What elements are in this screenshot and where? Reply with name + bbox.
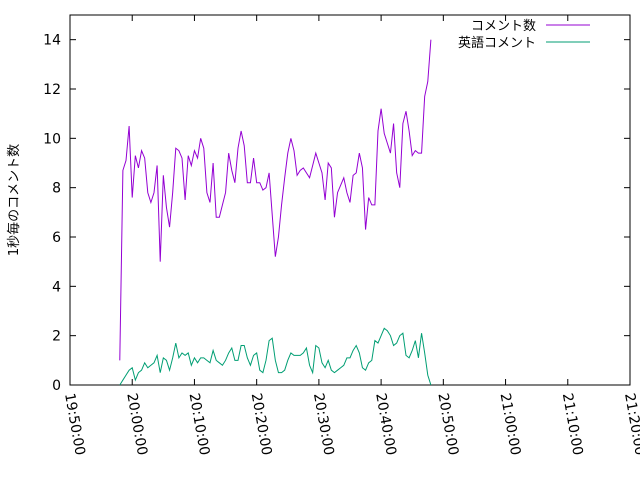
y-tick-label: 10 (43, 131, 61, 147)
x-tick-label: 21:00:00 (497, 392, 524, 457)
y-axis-ticks: 0 2 4 6 8 10 12 14 (43, 33, 630, 394)
x-tick-label: 21:20:00 (621, 392, 640, 457)
x-tick-label: 20:10:00 (186, 392, 213, 457)
series-line-1 (119, 39, 432, 361)
x-tick-label: 20:40:00 (372, 392, 399, 457)
legend-label-1: コメント数 (471, 19, 536, 34)
x-tick-label: 20:00:00 (123, 392, 150, 457)
x-tick-label: 20:20:00 (248, 392, 275, 457)
x-tick-label: 20:50:00 (434, 392, 461, 457)
y-tick-label: 12 (43, 82, 61, 98)
y-tick-label: 8 (52, 181, 61, 197)
x-tick-label: 21:10:00 (559, 392, 586, 457)
y-tick-label: 14 (43, 33, 61, 49)
y-tick-label: 4 (52, 279, 61, 295)
series-line-2 (119, 327, 432, 386)
x-tick-label: 20:30:00 (310, 392, 337, 457)
series-group (119, 39, 432, 386)
y-tick-label: 2 (52, 329, 61, 345)
x-tick-label: 19:50:00 (61, 392, 88, 457)
y-axis-title: 1秒毎のコメント数 (6, 144, 22, 256)
legend-label-2: 英語コメント (458, 35, 536, 51)
y-tick-label: 6 (52, 230, 61, 246)
y-tick-label: 0 (52, 378, 61, 394)
plot-frame (69, 14, 631, 386)
x-axis-ticks: 19:50:00 20:00:00 20:10:00 20:20:00 20:30:00… (61, 15, 640, 457)
